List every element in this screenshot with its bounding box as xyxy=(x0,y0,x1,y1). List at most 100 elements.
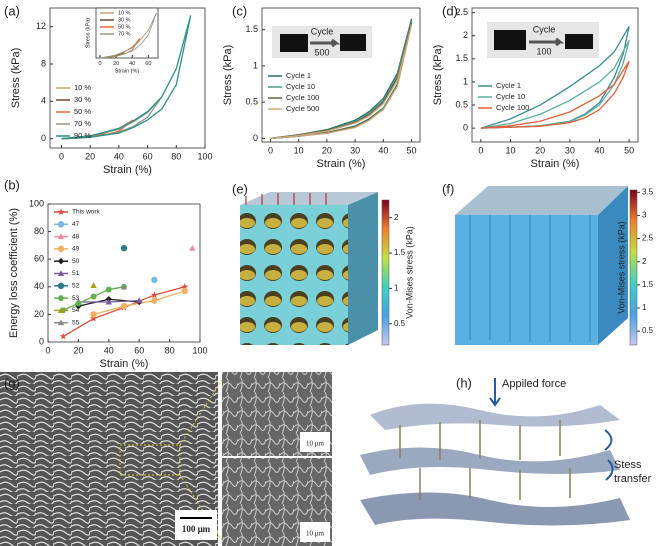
x-tick-label: 10 xyxy=(294,145,304,155)
y-tick-label: 2 xyxy=(463,30,468,40)
y-axis-label: Stress (kPa) xyxy=(432,45,444,106)
transfer-label: Stess transfer xyxy=(614,459,652,485)
x-tick-label: 30 xyxy=(565,145,575,155)
x-tick-label: 10 xyxy=(506,145,516,155)
photo-label: Cycle xyxy=(533,24,556,34)
plot-frame xyxy=(95,7,159,59)
panel-label: (h) xyxy=(456,375,472,390)
x-tick-label: 60 xyxy=(134,345,144,355)
x-tick-label: 20 xyxy=(322,145,332,155)
marker xyxy=(150,291,159,299)
legend-label: Cycle 10 xyxy=(286,82,315,91)
legend-label: Cycle 1 xyxy=(496,81,521,90)
sample xyxy=(565,34,593,49)
panel-label: (c) xyxy=(232,3,247,18)
legend-label: 70 % xyxy=(118,31,131,37)
legend-label: 50 % xyxy=(74,107,91,116)
colorbar-label: Von-Mises stress (kPa) xyxy=(404,226,414,319)
x-tick-label: 20 xyxy=(73,345,83,355)
legend-label: 47 xyxy=(72,221,80,228)
y-tick-label: 40 xyxy=(34,281,44,291)
x-axis-label: Strain (%) xyxy=(115,68,140,74)
x-tick-label: 30 xyxy=(350,145,360,155)
sample xyxy=(494,30,526,50)
colorbar-tick-label: 2.5 xyxy=(642,234,654,243)
x-tick-label: 40 xyxy=(114,151,124,161)
x-tick-label: 60 xyxy=(143,151,153,161)
legend-label: Cycle 1 xyxy=(286,71,311,80)
legend-label: 70 % xyxy=(74,119,91,128)
sample xyxy=(340,34,366,51)
colorbar-tick-label: 1.5 xyxy=(394,248,406,257)
marker xyxy=(57,258,65,265)
sheets-top xyxy=(455,186,628,215)
series-line xyxy=(270,24,413,140)
legend-label: 49 xyxy=(72,246,80,253)
x-axis-label: Strain (%) xyxy=(103,164,152,176)
legend-label: Cycle 100 xyxy=(286,93,319,102)
marker xyxy=(57,307,65,313)
colorbar-tick-label: 1.5 xyxy=(642,280,654,289)
scale-label: 100 μm xyxy=(182,524,211,534)
y-tick-label: 100 xyxy=(29,198,44,208)
marker xyxy=(57,208,65,216)
force-label: Appiled force xyxy=(502,378,567,390)
sheets-front xyxy=(455,215,598,345)
scale-label: 10 μm xyxy=(306,530,325,538)
x-tick-label: 20 xyxy=(535,145,545,155)
arrow xyxy=(310,38,341,48)
x-tick-label: 0 xyxy=(268,145,273,155)
panel-label: (f) xyxy=(442,181,454,196)
x-tick-label: 40 xyxy=(104,345,114,355)
y-tick-label: 4 xyxy=(41,96,46,106)
legend-label: 52 xyxy=(72,283,80,290)
legend-label: Cycle 100 xyxy=(496,103,529,112)
legend-label: Cycle 10 xyxy=(496,92,525,101)
legend-label: 50 xyxy=(72,258,80,265)
layer xyxy=(360,447,620,475)
series-line xyxy=(270,22,413,140)
x-tick-label: 40 xyxy=(594,145,604,155)
y-axis-label: Energy loss coefficient (%) xyxy=(8,208,20,338)
legend-label: 53 xyxy=(72,295,80,302)
legend-label: Cycle 500 xyxy=(286,104,319,113)
panel-label: (a) xyxy=(4,3,20,18)
colorbar-tick-label: 0.5 xyxy=(642,326,654,335)
x-tick-label: 0 xyxy=(45,345,50,355)
force-arrow xyxy=(489,378,501,407)
lattice-top xyxy=(240,192,378,205)
x-tick-label: 80 xyxy=(171,151,181,161)
y-tick-label: 60 xyxy=(34,254,44,264)
x-tick-label: 60 xyxy=(145,61,151,67)
marker xyxy=(105,286,112,293)
y-tick-label: 12 xyxy=(36,21,46,31)
marker xyxy=(75,300,82,307)
marker xyxy=(120,244,128,252)
marker xyxy=(181,287,188,295)
arrow xyxy=(529,37,565,47)
marker xyxy=(120,283,128,290)
x-tick-label: 20 xyxy=(85,151,95,161)
legend-label: 54 xyxy=(72,307,80,314)
photo-label: Cycle xyxy=(311,26,334,36)
colorbar-tick-label: 3 xyxy=(642,211,647,220)
y-tick-label: 2.5 xyxy=(455,7,468,17)
x-axis-label: Strain (%) xyxy=(100,358,149,370)
colorbar xyxy=(629,189,638,346)
x-tick-label: 0 xyxy=(478,145,483,155)
y-axis-label: Stress (kPa) xyxy=(10,48,22,109)
legend-label: 30 % xyxy=(74,95,91,104)
sheet-edges xyxy=(469,215,591,342)
photo-label: 500 xyxy=(314,47,329,57)
layer xyxy=(370,403,620,430)
marker xyxy=(136,297,143,304)
zoom-box xyxy=(119,444,181,476)
y-tick-label: 0.5 xyxy=(245,97,258,107)
photo-label: 100 xyxy=(536,46,551,56)
colorbar-tick-label: 1 xyxy=(394,284,399,293)
legend-label: 90 % xyxy=(74,131,91,140)
lattice-side xyxy=(348,192,378,345)
legend-label: 48 xyxy=(72,233,80,240)
